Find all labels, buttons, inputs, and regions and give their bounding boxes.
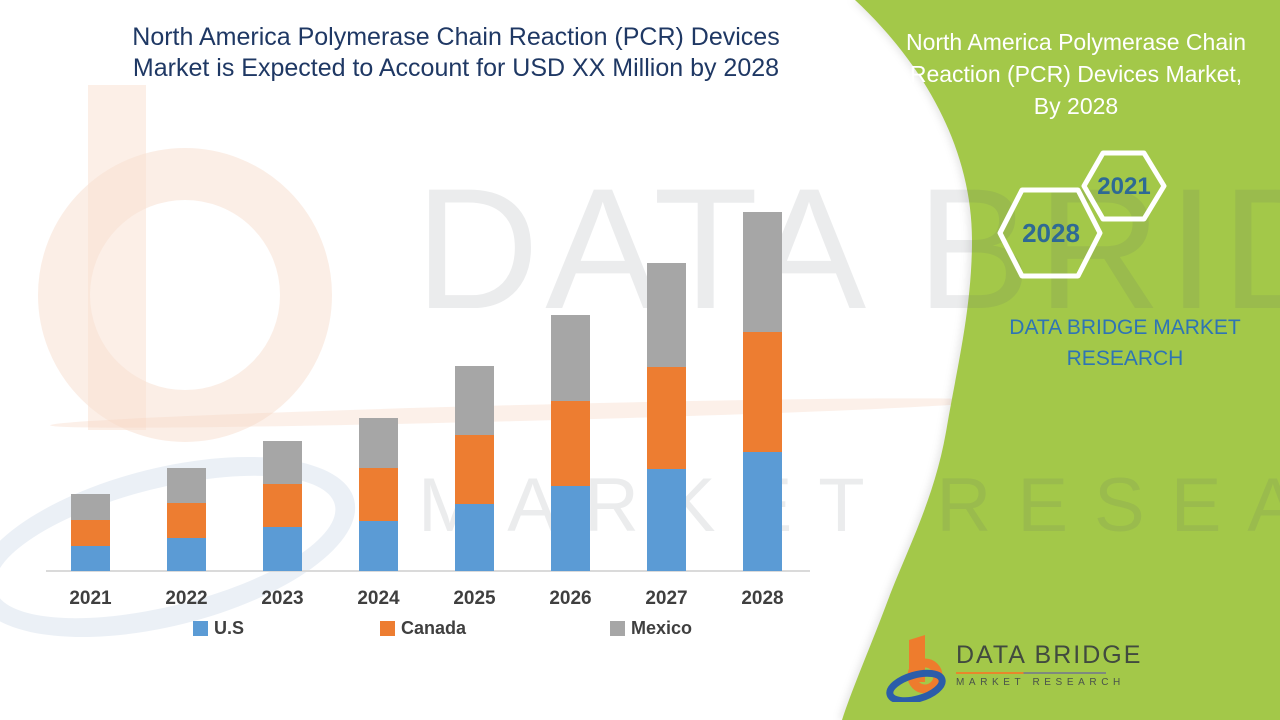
- hexagon-2021-label: 2021: [1097, 173, 1151, 200]
- legend-swatch-canada: [380, 621, 395, 636]
- bar-segment-us-2026: [551, 486, 590, 571]
- x-axis-label-2025: 2025: [453, 588, 496, 609]
- chart-title-line1: North America Polymerase Chain Reaction …: [132, 23, 780, 51]
- bar-segment-canada-2028: [743, 332, 782, 452]
- legend-swatch-mexico: [610, 621, 625, 636]
- legend-label-mexico: Mexico: [631, 618, 693, 638]
- x-axis-line: [46, 570, 810, 572]
- bar-segment-us-2024: [359, 521, 398, 571]
- bar-segment-mexico-2022: [167, 468, 206, 503]
- side-panel-title-line2: Reaction (PCR) Devices Market,: [909, 61, 1243, 87]
- hexagon-2021-outline: [1081, 150, 1167, 222]
- side-panel-title: North America Polymerase Chain Reaction …: [880, 26, 1272, 122]
- x-axis-label-2021: 2021: [69, 588, 112, 609]
- logo-divider: [956, 672, 1106, 674]
- x-axis-label-2026: 2026: [549, 588, 592, 609]
- legend-swatch-us: [193, 621, 208, 636]
- legend-item-canada: Canada: [380, 618, 466, 639]
- bar-segment-canada-2023: [263, 484, 302, 527]
- logo-brand-tagline: MARKET RESEARCH: [956, 677, 1125, 688]
- hexagon-2028-label: 2028: [1022, 218, 1080, 248]
- bar-2028: [743, 212, 782, 571]
- bar-2024: [359, 418, 398, 571]
- legend-label-us: U.S: [214, 618, 245, 638]
- side-panel-green-path: [842, 0, 1280, 720]
- bar-segment-us-2022: [167, 538, 206, 571]
- bar-segment-us-2025: [455, 504, 494, 571]
- bar-segment-mexico-2024: [359, 418, 398, 468]
- x-axis-label-2023: 2023: [261, 588, 304, 609]
- bar-2023: [263, 441, 302, 571]
- brand-caption-line1: DATA BRIDGE MARKET: [1009, 316, 1241, 339]
- bar-segment-canada-2021: [71, 520, 110, 546]
- chart-title: North America Polymerase Chain Reaction …: [75, 22, 837, 84]
- side-panel-title-line3: By 2028: [1033, 93, 1119, 119]
- databridge-logo: DATA BRIDGE MARKET RESEARCH: [886, 634, 1142, 702]
- bar-segment-mexico-2028: [743, 212, 782, 332]
- x-axis-label-2028: 2028: [741, 588, 784, 609]
- chart-title-line2: Market is Expected to Account for USD XX…: [132, 54, 780, 82]
- side-panel-brand-caption: DATA BRIDGE MARKET RESEARCH: [955, 312, 1280, 374]
- bar-segment-canada-2026: [551, 401, 590, 486]
- databridge-logo-text: DATA BRIDGE MARKET RESEARCH: [956, 634, 1142, 688]
- bar-segment-us-2023: [263, 527, 302, 571]
- x-axis-label-2024: 2024: [357, 588, 400, 609]
- plot-area: 2021 2022 2023 2024 2025 2026 2027 2028: [69, 212, 784, 609]
- bar-segment-us-2028: [743, 452, 782, 571]
- hexagon-2028-outline: [997, 187, 1103, 279]
- side-panel-title-line1: North America Polymerase Chain: [905, 29, 1247, 55]
- year-hexagons: [997, 150, 1167, 279]
- bar-segment-mexico-2021: [71, 494, 110, 520]
- bar-segment-us-2027: [647, 469, 686, 571]
- x-axis-label-2022: 2022: [165, 588, 208, 609]
- bar-2021: [71, 494, 110, 571]
- bar-segment-us-2021: [71, 546, 110, 571]
- bar-segment-canada-2027: [647, 367, 686, 469]
- bar-segment-mexico-2023: [263, 441, 302, 484]
- bar-2027: [647, 263, 686, 571]
- logo-swoosh: [886, 669, 946, 702]
- x-axis-label-2027: 2027: [645, 588, 688, 609]
- bar-2026: [551, 315, 590, 571]
- legend-item-us: U.S: [193, 618, 244, 639]
- logo-brand-name: DATA BRIDGE: [956, 641, 1143, 669]
- bar-2022: [167, 468, 206, 571]
- bar-segment-canada-2024: [359, 468, 398, 521]
- legend-item-mexico: Mexico: [610, 618, 692, 639]
- databridge-logo-icon: [886, 635, 946, 702]
- bar-segment-mexico-2027: [647, 263, 686, 367]
- legend-label-canada: Canada: [401, 618, 467, 638]
- brand-caption-line2: RESEARCH: [1066, 347, 1184, 370]
- bar-2025: [455, 366, 494, 571]
- bar-segment-mexico-2026: [551, 315, 590, 401]
- bar-segment-canada-2022: [167, 503, 206, 538]
- bar-segment-canada-2025: [455, 435, 494, 504]
- bar-segment-mexico-2025: [455, 366, 494, 435]
